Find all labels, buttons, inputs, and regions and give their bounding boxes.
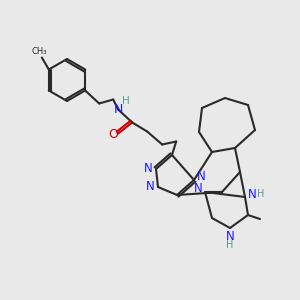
Text: H: H	[257, 189, 265, 199]
Text: N: N	[248, 188, 256, 200]
Text: N: N	[196, 170, 206, 184]
Text: H: H	[226, 240, 234, 250]
Text: N: N	[146, 181, 154, 194]
Text: N: N	[226, 230, 234, 242]
Text: N: N	[144, 163, 152, 176]
Text: N: N	[194, 182, 202, 196]
Text: H: H	[122, 97, 130, 106]
Text: O: O	[108, 128, 118, 141]
Text: CH₃: CH₃	[31, 47, 46, 56]
Text: N: N	[113, 103, 123, 116]
